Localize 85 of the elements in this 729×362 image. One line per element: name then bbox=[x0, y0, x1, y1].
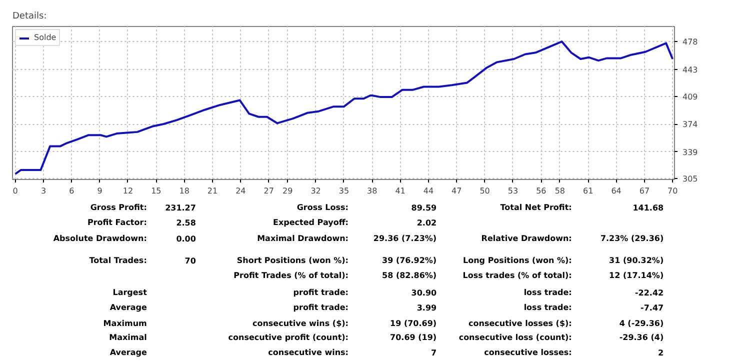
text: profit trade: bbox=[293, 303, 348, 312]
x-tick-label: 6 bbox=[69, 186, 74, 196]
text: 7.23% (29.36) bbox=[600, 234, 664, 243]
x-tick-label: 9 bbox=[97, 186, 102, 196]
text: Short Positions (won %): bbox=[236, 256, 348, 265]
text: loss trade: bbox=[524, 288, 572, 297]
text: Gross Profit: bbox=[90, 203, 147, 212]
text: 30.90 bbox=[411, 288, 438, 298]
x-tick-label: 67 bbox=[639, 186, 650, 196]
text: 70 bbox=[184, 256, 196, 266]
x-tick-label: 58 bbox=[554, 186, 566, 196]
text: Profit Trades (% of total): bbox=[234, 271, 348, 280]
text: 39 (76.92%) bbox=[382, 256, 437, 265]
chart-title: Details: bbox=[12, 12, 47, 22]
x-tick-label: 18 bbox=[179, 186, 190, 196]
y-tick-label: 409 bbox=[682, 92, 698, 102]
text: 3.99 bbox=[416, 304, 438, 312]
text: 12 (17.14%) bbox=[609, 271, 664, 280]
text: 70.69 (19) bbox=[390, 333, 437, 342]
text: Expected Payoff: bbox=[273, 218, 349, 227]
y-tick-label: 443 bbox=[682, 65, 698, 74]
x-tick-label: 38 bbox=[367, 186, 378, 196]
line-series bbox=[14, 40, 674, 175]
x-tick-label: 15 bbox=[151, 186, 162, 196]
y-tick-label: 305 bbox=[682, 174, 698, 184]
text: 4 (-29.36) bbox=[619, 319, 664, 328]
x-tick-label: 53 bbox=[508, 186, 518, 196]
y-tick-label: 478 bbox=[682, 38, 698, 47]
text: Maximum bbox=[103, 319, 147, 328]
text: 19 (70.69) bbox=[390, 319, 437, 328]
text: consecutive loss (count): bbox=[458, 333, 572, 342]
text: Average bbox=[110, 348, 148, 357]
legend-label: Solde bbox=[34, 33, 56, 42]
x-tick-label: 50 bbox=[480, 186, 490, 196]
x-tick-label: 35 bbox=[338, 186, 350, 196]
text: 89.59 bbox=[411, 204, 438, 212]
y-tick-label: 374 bbox=[682, 120, 698, 130]
text: 29.36 (7.23%) bbox=[373, 234, 437, 243]
text: Total Net Profit: bbox=[500, 203, 572, 212]
text: consecutive losses ($): bbox=[468, 319, 572, 328]
text: -7.47 bbox=[640, 304, 664, 312]
text: 231.27 bbox=[165, 204, 196, 212]
x-tick-label: 41 bbox=[395, 186, 406, 196]
text: consecutive losses: bbox=[484, 348, 572, 357]
x-tick-label: 32 bbox=[310, 186, 321, 196]
text: profit trade: bbox=[293, 288, 348, 297]
x-tick-label: 44 bbox=[423, 186, 434, 196]
text: Maximal Drawdown: bbox=[257, 234, 348, 243]
text: 2.58 bbox=[176, 218, 196, 228]
x-tick-label: 29 bbox=[282, 186, 293, 196]
x-tick-label: 70 bbox=[668, 186, 678, 196]
text: 141.68 bbox=[632, 204, 664, 212]
text: Total Trades: bbox=[89, 256, 147, 265]
x-tick-label: 3 bbox=[40, 186, 46, 196]
text: 31 (90.32%) bbox=[609, 256, 664, 265]
text: Loss trades (% of total): bbox=[462, 271, 572, 280]
x-tick-label: 61 bbox=[583, 186, 594, 196]
text: Long Positions (won %): bbox=[463, 256, 572, 265]
x-tick-label: 0 bbox=[12, 186, 18, 196]
x-tick-label: 27 bbox=[264, 186, 274, 196]
x-tick-label: 64 bbox=[611, 186, 622, 196]
text: 0.00 bbox=[176, 234, 196, 244]
text: 7 bbox=[431, 348, 437, 358]
text: 58 (82.86%) bbox=[382, 271, 437, 280]
text: Average bbox=[110, 303, 148, 312]
text: -22.42 bbox=[634, 288, 664, 298]
text: Largest bbox=[112, 288, 148, 297]
x-tick-label: 47 bbox=[452, 186, 462, 196]
text: Maximal bbox=[109, 333, 148, 342]
text: consecutive wins: bbox=[268, 348, 348, 357]
text: 2.02 bbox=[416, 218, 437, 228]
text: 2 bbox=[658, 348, 664, 358]
text: Relative Drawdown: bbox=[481, 234, 572, 243]
x-tick-label: 12 bbox=[122, 186, 134, 196]
x-tick-label: 24 bbox=[236, 186, 246, 196]
x-tick-label: 56 bbox=[536, 186, 546, 196]
text: Gross Loss: bbox=[296, 203, 348, 212]
text: Absolute Drawdown: bbox=[53, 234, 147, 243]
text: -29.36 (4) bbox=[619, 333, 664, 342]
text: consecutive wins ($): bbox=[252, 319, 349, 328]
text: consecutive profit (count): bbox=[228, 333, 349, 342]
text: Profit Factor: bbox=[87, 218, 147, 227]
text: loss trade: bbox=[524, 303, 572, 312]
y-tick-label: 339 bbox=[682, 148, 698, 157]
x-tick-label: 21 bbox=[207, 186, 218, 196]
